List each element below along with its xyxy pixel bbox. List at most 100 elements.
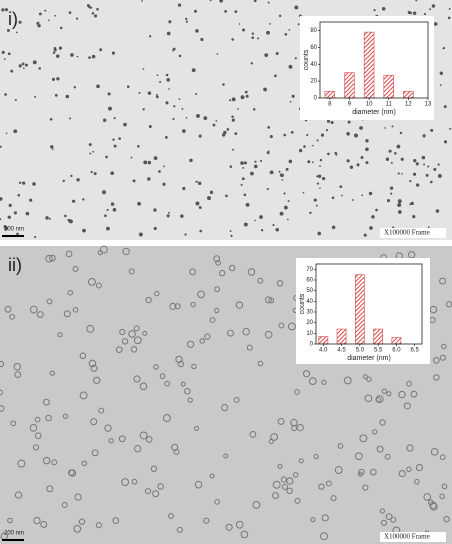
particle	[133, 375, 141, 383]
particle	[413, 158, 417, 163]
particle	[153, 156, 158, 161]
particle	[144, 488, 151, 495]
particle	[195, 201, 200, 206]
particle	[320, 133, 325, 137]
particle	[46, 298, 53, 305]
particle	[89, 152, 92, 155]
particle	[225, 523, 233, 531]
particle	[243, 161, 247, 165]
particle	[254, 219, 256, 222]
particle	[439, 71, 443, 75]
particle	[407, 251, 416, 259]
particle	[412, 214, 416, 219]
particle	[254, 160, 257, 163]
particle	[119, 328, 126, 336]
particle	[363, 233, 367, 237]
bar	[318, 336, 329, 345]
particle	[242, 167, 245, 169]
particle	[102, 118, 107, 122]
particle	[327, 152, 330, 156]
particle	[234, 10, 238, 14]
particle	[65, 94, 70, 99]
particle	[235, 301, 244, 309]
particle	[72, 307, 79, 313]
particle	[240, 183, 243, 186]
particle	[415, 162, 419, 166]
y-tick-label: 50	[306, 288, 313, 294]
particle	[433, 357, 440, 364]
particle	[326, 119, 331, 123]
particle	[70, 174, 73, 178]
particle	[1, 8, 5, 12]
particle	[81, 460, 87, 466]
particle	[214, 286, 220, 293]
particle	[429, 501, 437, 509]
particle	[319, 165, 321, 167]
particle	[375, 396, 381, 403]
caption: X100000 Frame	[384, 533, 430, 541]
particle	[121, 338, 129, 345]
x-axis-label: diameter (nm)	[347, 355, 391, 362]
particle	[361, 194, 364, 197]
particle	[174, 303, 181, 310]
particle	[365, 161, 369, 165]
particle	[13, 129, 18, 134]
particle	[321, 379, 327, 385]
particle	[7, 215, 11, 219]
particle	[365, 147, 369, 152]
panel-label: i)	[8, 9, 18, 29]
particle	[296, 423, 304, 432]
particle	[275, 228, 279, 232]
particle	[106, 226, 110, 231]
particle	[79, 352, 87, 360]
particle	[178, 54, 182, 58]
particle	[13, 363, 21, 371]
particle	[181, 107, 184, 110]
particle	[32, 444, 39, 451]
particle	[8, 203, 12, 207]
particle	[198, 134, 202, 138]
particle	[439, 493, 445, 500]
particle	[165, 101, 169, 105]
particle	[409, 180, 412, 183]
particle	[285, 167, 289, 171]
particle	[225, 194, 228, 198]
plot-frame	[315, 263, 423, 345]
particle	[79, 391, 88, 400]
scale-bar	[2, 539, 24, 541]
particle	[6, 28, 10, 32]
particle	[168, 211, 170, 214]
particle	[397, 203, 402, 207]
particle	[278, 14, 282, 18]
particle	[429, 305, 438, 314]
particle	[166, 78, 171, 82]
particle	[75, 17, 79, 20]
particle	[38, 67, 42, 70]
particle	[198, 206, 202, 210]
particle	[86, 4, 90, 8]
particle	[57, 332, 63, 338]
particle	[294, 5, 299, 10]
particle	[82, 228, 86, 233]
particle	[111, 51, 115, 55]
particle	[130, 346, 138, 353]
particle	[212, 123, 216, 127]
particle	[97, 250, 103, 256]
particle	[14, 98, 17, 101]
particle	[311, 144, 314, 147]
particle	[67, 289, 73, 296]
particle	[168, 512, 174, 519]
particle	[224, 9, 227, 13]
particle	[334, 466, 343, 475]
particle	[253, 0, 257, 3]
particle	[193, 9, 197, 13]
particle	[368, 191, 373, 196]
particle	[90, 418, 98, 426]
particle	[264, 330, 273, 339]
particle	[354, 133, 358, 138]
particle	[209, 317, 216, 323]
particle	[251, 32, 255, 35]
particle	[337, 443, 344, 449]
x-tick-label: 11	[386, 102, 393, 108]
particle	[95, 522, 102, 529]
